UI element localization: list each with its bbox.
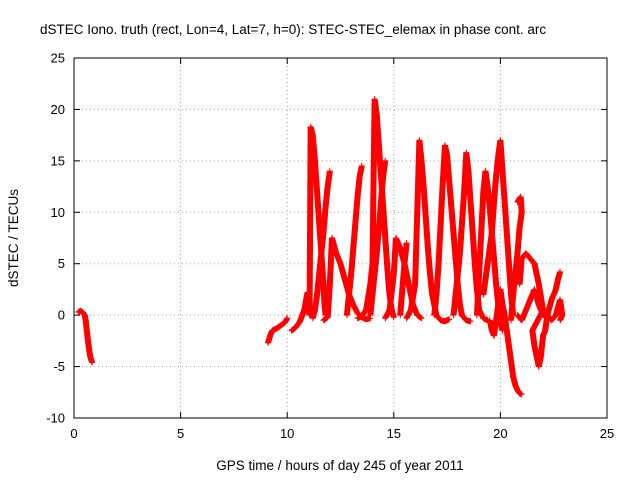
- y-tick-label: 10: [51, 205, 65, 220]
- series-arc-10: [397, 240, 410, 319]
- plus-markers: [367, 157, 389, 319]
- plus-markers: [309, 168, 333, 322]
- series-arc-15: [480, 137, 517, 319]
- x-tick-label: 10: [280, 426, 294, 441]
- x-tick-label: 20: [493, 426, 507, 441]
- series-arc-17: [508, 193, 525, 324]
- series-arc-8: [367, 157, 389, 319]
- plus-markers: [480, 137, 517, 319]
- plus-markers: [397, 240, 410, 319]
- x-tick-label: 0: [70, 426, 77, 441]
- series-arc-19: [514, 286, 566, 324]
- x-axis-label: GPS time / hours of day 245 of year 2011: [216, 458, 463, 473]
- series-arc-18: [516, 250, 564, 370]
- y-tick-label: 15: [51, 153, 65, 168]
- plot-frame: [73, 57, 608, 419]
- y-tick-label: 0: [58, 308, 65, 323]
- plus-markers: [508, 193, 525, 324]
- plus-markers: [486, 286, 525, 398]
- plus-markers: [403, 137, 453, 325]
- y-tick-label: -5: [53, 359, 65, 374]
- series-arc-11: [403, 137, 453, 325]
- y-tick-label: -10: [46, 411, 65, 426]
- series-arc-6: [343, 163, 365, 319]
- y-axis-label: dSTEC / TECUs: [6, 189, 21, 287]
- x-tick-label: 25: [600, 426, 614, 441]
- series-arc-2: [265, 315, 291, 346]
- series-arc-1: [75, 308, 96, 366]
- y-tick-label: 25: [51, 51, 65, 66]
- series-arc-4: [309, 168, 333, 322]
- axis-ticks: 0 5 10 15 20 25 -10 -5 0 5 10 15 20 25: [46, 51, 614, 442]
- data-points: [75, 96, 566, 398]
- y-tick-label: 5: [58, 256, 65, 271]
- plus-markers: [516, 250, 564, 370]
- grid-lines: [74, 58, 607, 418]
- x-tick-label: 5: [177, 426, 184, 441]
- plus-markers: [343, 163, 365, 319]
- plus-markers: [265, 315, 291, 346]
- x-tick-label: 15: [387, 426, 401, 441]
- chart-title: dSTEC Iono. truth (rect, Lon=4, Lat=7, h…: [40, 22, 546, 37]
- plus-markers: [75, 308, 96, 366]
- plus-markers: [514, 286, 566, 324]
- y-tick-label: 20: [51, 102, 65, 117]
- series-arc-16: [486, 286, 525, 398]
